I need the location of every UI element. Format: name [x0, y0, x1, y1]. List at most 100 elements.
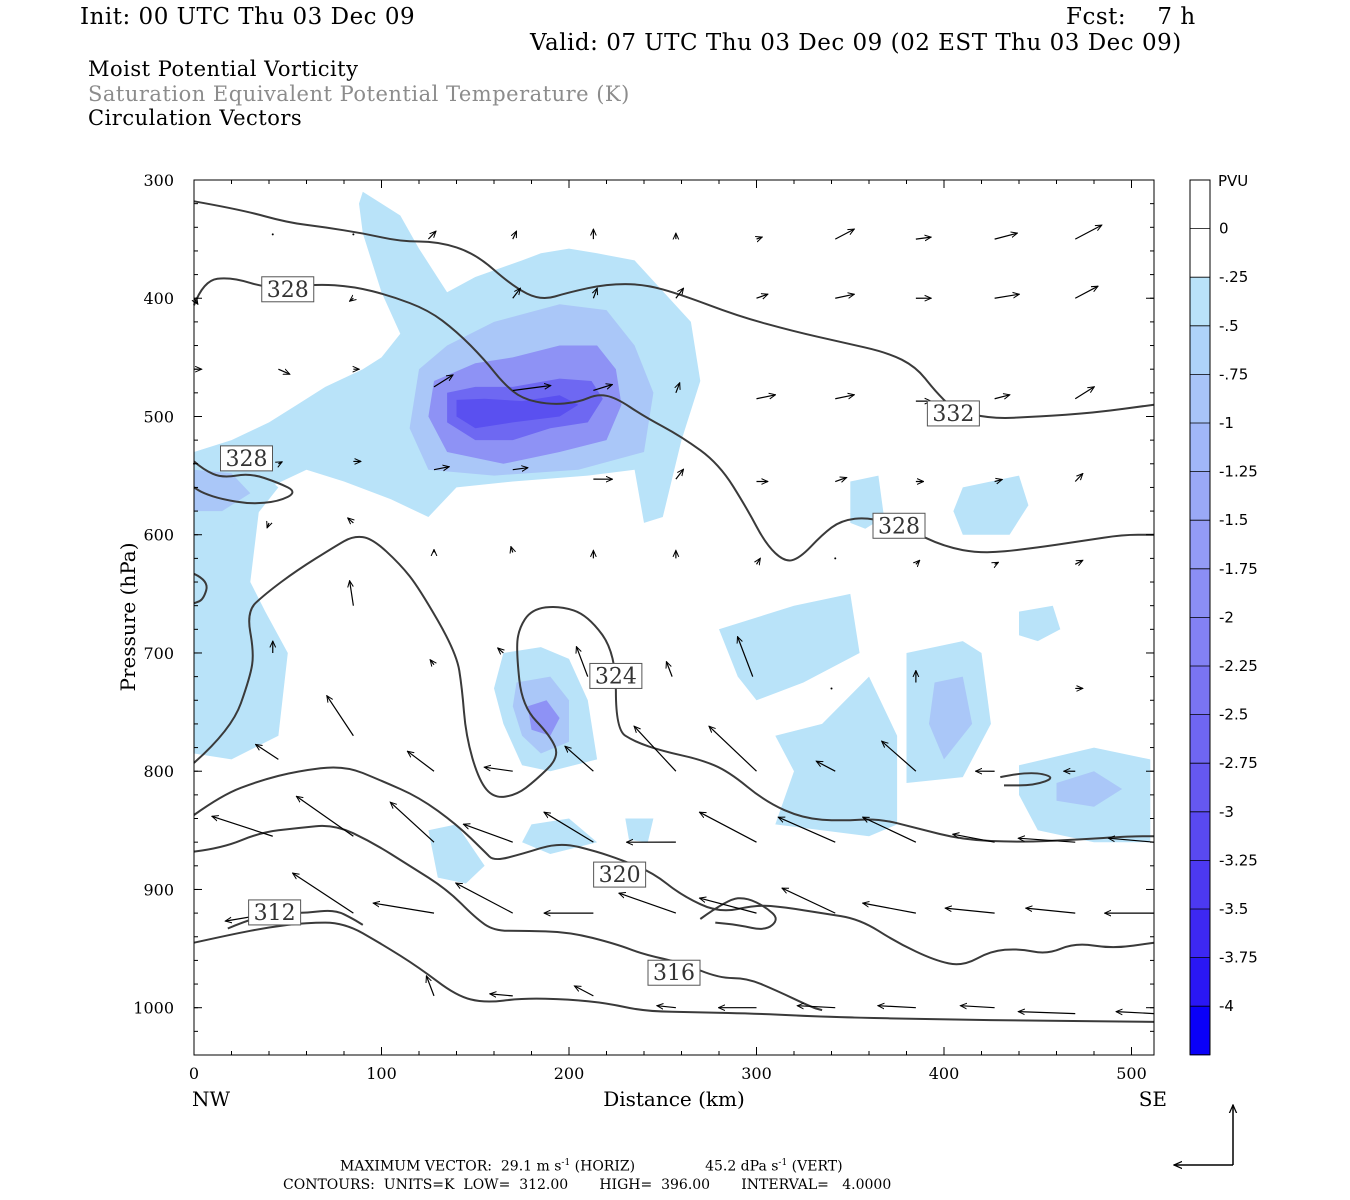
circulation-vector: [738, 637, 754, 677]
circulation-vector: [782, 887, 836, 914]
colorbar: PVU 0 -.25 -.5 -.75 -1 -1.25 -1.5 -1.75 -2 -2.25 -2…: [1189, 172, 1258, 1056]
circulation-vector: [994, 233, 1018, 240]
circulation-vector: [271, 233, 274, 236]
field-title-thetae: Saturation Equivalent Potential Temperat…: [88, 82, 630, 106]
contour-label: 316: [653, 961, 695, 986]
colorbar-label: -2: [1219, 608, 1234, 626]
circulation-vector: [433, 375, 453, 388]
contour-328: [193, 572, 208, 605]
init-time: Init: 00 UTC Thu 03 Dec 09: [80, 4, 416, 30]
circulation-vector: [756, 395, 776, 399]
circulation-vector: [756, 294, 768, 298]
circulation-vector: [513, 231, 518, 240]
circulation-vector: [544, 812, 594, 843]
circulation-vector: [666, 662, 673, 677]
circulation-vector: [1074, 474, 1083, 482]
circulation-vector: [657, 1006, 676, 1008]
circulation-vector: [995, 562, 999, 564]
circulation-vector: [816, 761, 836, 772]
circulation-vector: [915, 237, 931, 239]
colorbar-swatch: [1190, 568, 1210, 618]
circulation-vector: [878, 1006, 916, 1008]
contour-320: [1000, 772, 1052, 787]
colorbar-label: -1.5: [1219, 511, 1248, 529]
colorbar-swatch: [1190, 957, 1210, 1007]
pv-region: [953, 475, 1029, 535]
contour-label-box: [593, 861, 647, 888]
circulation-vector: [390, 802, 435, 843]
pv-region: [775, 676, 898, 837]
circulation-vector: [327, 696, 354, 737]
circulation-vector: [916, 560, 920, 564]
contour-label-box: [261, 276, 315, 303]
colorbar-swatch: [1190, 811, 1210, 861]
colorbar-swatch: [1190, 714, 1210, 764]
x-end-label-right: SE: [1139, 1087, 1167, 1111]
colorbar-swatch: [1190, 180, 1210, 230]
pv-region: [625, 818, 654, 843]
circulation-vector: [700, 898, 757, 914]
y-tick-label: 400: [143, 289, 174, 308]
contour-label: 328: [267, 278, 309, 303]
y-axis-label: Pressure (hPa): [116, 543, 140, 692]
colorbar-swatch: [1190, 423, 1210, 473]
field-title-vectors: Circulation Vectors: [88, 106, 303, 130]
circulation-vector: [348, 518, 354, 523]
circulation-vector: [565, 746, 594, 772]
contour-324: [193, 535, 1154, 843]
circulation-vector: [293, 873, 354, 914]
pv-region: [929, 676, 973, 760]
circulation-vector: [1074, 387, 1094, 400]
circulation-vector: [797, 1006, 836, 1008]
circulation-vector: [700, 812, 757, 843]
colorbar-label: -1: [1219, 414, 1234, 432]
contour-316: [699, 897, 777, 930]
colorbar-swatch: [1190, 471, 1210, 521]
circulation-vector: [1108, 838, 1155, 843]
circulation-vector: [757, 558, 761, 564]
circulation-vector: [456, 883, 514, 914]
x-axis-label: Distance (km): [603, 1087, 745, 1111]
circulation-vector: [267, 523, 269, 528]
circulation-vector: [426, 976, 435, 997]
circulation-vector: [433, 467, 449, 470]
circulation-vector: [512, 288, 521, 299]
circulation-vector: [278, 462, 282, 464]
circulation-vector: [1026, 908, 1076, 914]
circulation-vector: [484, 767, 513, 772]
circulation-vector: [427, 231, 436, 240]
contour-312: [193, 921, 1155, 1023]
circulation-vector: [430, 660, 434, 665]
contour-label-box: [872, 512, 926, 539]
circulation-vector: [834, 229, 854, 240]
contour-label-box: [926, 400, 980, 427]
circulation-vector: [994, 294, 1020, 299]
circulation-vector: [835, 294, 854, 299]
circulation-vector: [1018, 1012, 1076, 1014]
circulation-vector: [1074, 560, 1083, 564]
circulation-vector: [619, 893, 677, 914]
contour-label-box: [220, 445, 273, 472]
y-tick-label: 800: [143, 762, 174, 781]
pv-region: [1019, 605, 1061, 642]
circulation-vector: [835, 395, 854, 399]
colorbar-swatch: [1190, 374, 1210, 424]
pv-region: [527, 700, 560, 736]
x-tick-label: 300: [741, 1064, 772, 1083]
contour-label-box: [248, 899, 302, 926]
colorbar-label: -3: [1219, 803, 1234, 821]
circulation-vector: [757, 237, 763, 239]
colorbar-label: 0: [1219, 220, 1229, 238]
circulation-vector: [863, 903, 916, 914]
circulation-vector: [407, 751, 435, 772]
circulation-vector: [709, 726, 757, 772]
x-tick-label: 500: [1116, 1064, 1147, 1083]
contour-note: CONTOURS: UNITS=K LOW= 312.00 HIGH= 396.…: [283, 1177, 892, 1193]
circulation-vector: [278, 369, 289, 375]
colorbar-label: -.25: [1219, 268, 1248, 286]
colorbar-label: -3.25: [1219, 851, 1258, 869]
circulation-vector: [512, 386, 551, 392]
colorbar-swatch: [1190, 860, 1210, 910]
axes: 300 400 500 600 700 800 900 1000 0 100 200 300 400 50…: [116, 171, 1167, 1111]
